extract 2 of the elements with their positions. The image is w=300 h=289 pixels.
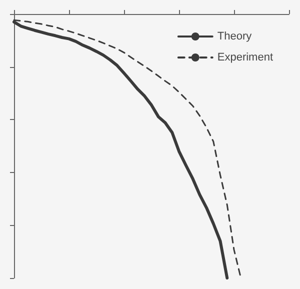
legend-label: Experiment bbox=[217, 52, 274, 64]
legend-label: Theory bbox=[217, 30, 252, 42]
